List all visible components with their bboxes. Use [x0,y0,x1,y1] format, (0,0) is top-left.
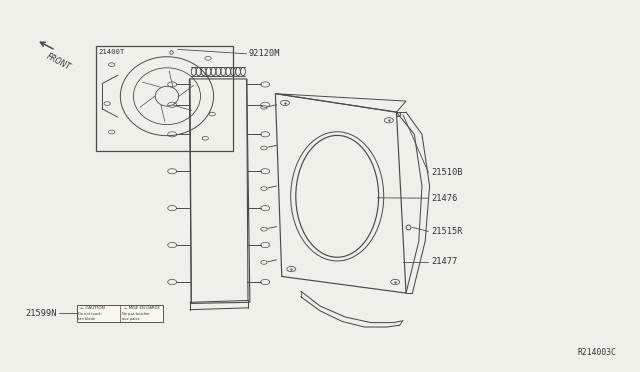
Text: 21400T: 21400T [99,49,125,55]
Text: Ne pas toucher
aux pales: Ne pas toucher aux pales [122,312,150,321]
Text: 21510B: 21510B [431,168,462,177]
Text: R214003C: R214003C [577,347,616,357]
Text: ⚠ CAUTION: ⚠ CAUTION [81,307,105,310]
Text: 21515R: 21515R [431,227,462,236]
Text: Do not touch
fan blade: Do not touch fan blade [78,312,101,321]
Text: 92120M: 92120M [248,49,280,58]
Text: 21599N: 21599N [26,309,57,318]
Text: FRONT: FRONT [45,52,72,72]
Text: ⚠ MISE EN GARDE: ⚠ MISE EN GARDE [124,307,160,310]
Bar [77,305,163,322]
Text: 21477: 21477 [431,257,457,266]
Bar [96,46,233,151]
Text: 21476: 21476 [431,194,457,203]
